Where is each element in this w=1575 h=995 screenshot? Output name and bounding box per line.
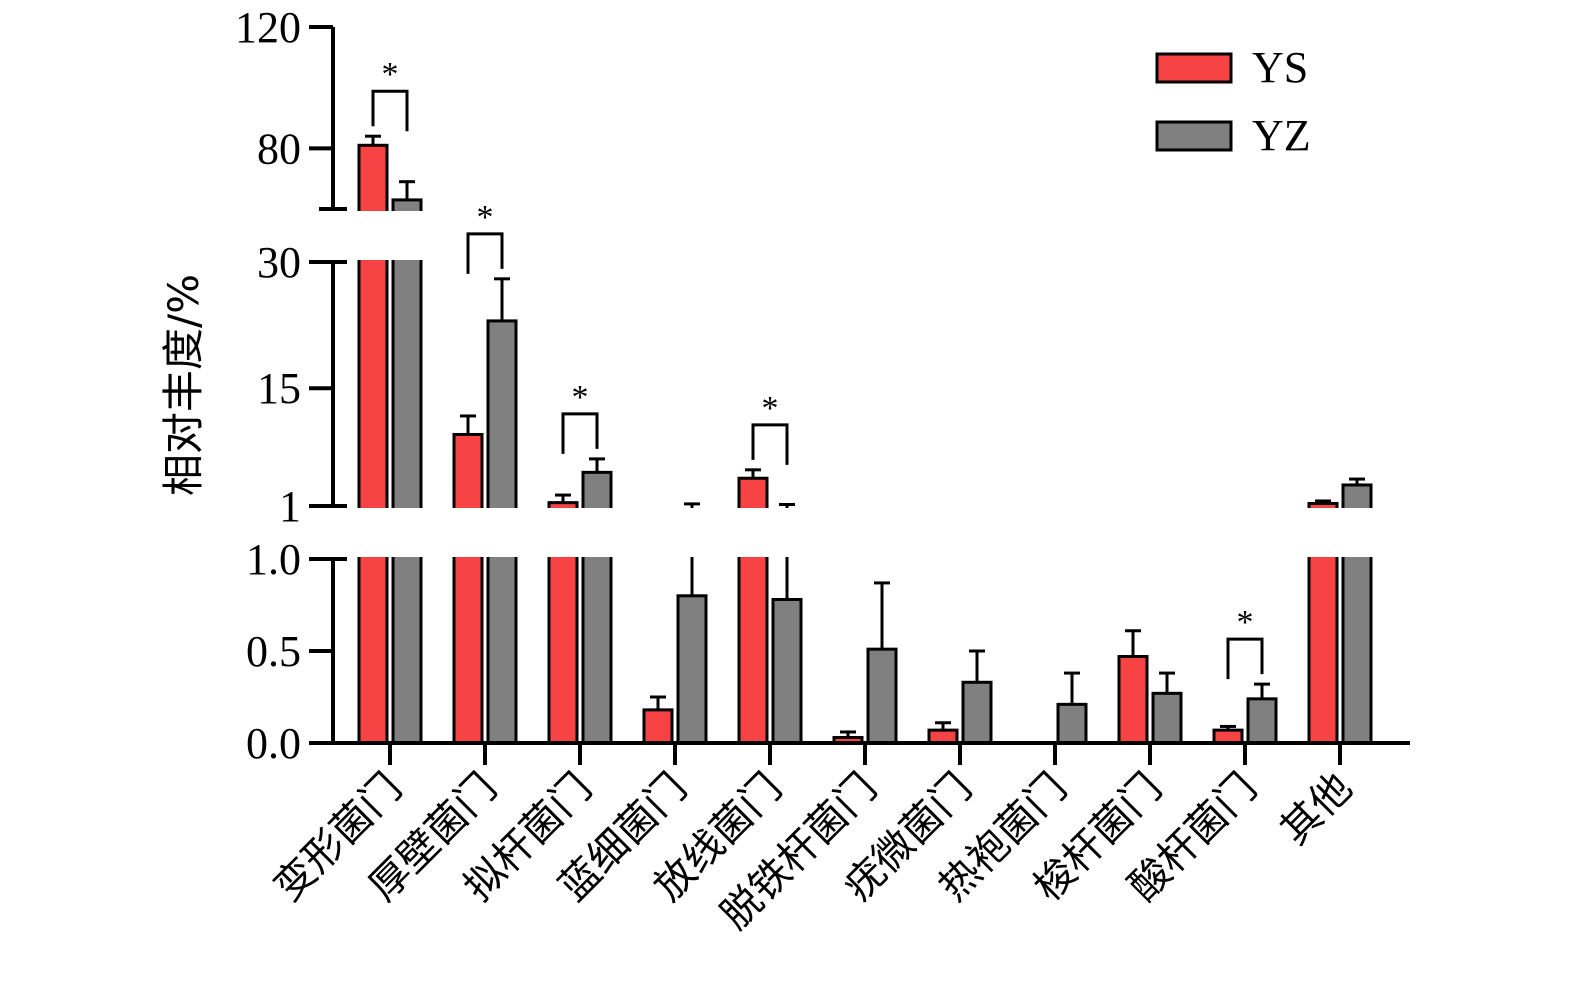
y-tick-label: 15 xyxy=(257,364,301,413)
significance-bracket xyxy=(561,412,599,454)
y-tick-label: 0.0 xyxy=(246,719,301,768)
bar xyxy=(1246,697,1278,745)
significance-markers: * * * * * xyxy=(371,56,1264,680)
significance-bracket xyxy=(466,232,504,274)
bar xyxy=(452,432,484,745)
legend: YS YZ xyxy=(1155,43,1311,160)
significance-star: * xyxy=(1237,604,1254,641)
y-tick-label: 30 xyxy=(257,238,301,287)
bar xyxy=(391,198,423,745)
bar xyxy=(642,708,674,745)
bar xyxy=(676,594,708,745)
x-axis-labels: 变形菌门厚壁菌门拟杆菌门蓝细菌门放线菌门脱铁杆菌门疣微菌门热袍菌门梭杆菌门酸杆菌… xyxy=(265,765,1361,939)
bar xyxy=(866,647,898,745)
bar xyxy=(961,680,993,745)
bar xyxy=(1056,702,1088,745)
bar xyxy=(771,597,803,745)
significance-star: * xyxy=(382,56,399,93)
bar xyxy=(1151,691,1183,745)
significance-bracket xyxy=(1226,637,1264,680)
significance-bracket xyxy=(371,89,409,132)
legend-label: YS xyxy=(1252,43,1308,92)
y-tick-label: 1 xyxy=(279,482,301,531)
significance-star: * xyxy=(572,379,589,416)
axis-break-gap xyxy=(336,508,1436,557)
x-tick-label: 其他 xyxy=(1272,765,1361,854)
bars-layer xyxy=(336,134,1436,745)
y-tick-label: 120 xyxy=(235,3,301,52)
significance-star: * xyxy=(762,390,779,427)
y-tick-label: 0.5 xyxy=(246,627,301,676)
significance-star: * xyxy=(477,199,494,236)
y-tick-label: 80 xyxy=(257,124,301,173)
legend-swatch xyxy=(1155,120,1233,152)
axis-break-gap xyxy=(336,211,1436,260)
legend-label: YZ xyxy=(1252,111,1311,160)
legend-swatch xyxy=(1155,52,1233,84)
y-tick-label: 1.0 xyxy=(246,535,301,584)
bar xyxy=(1117,655,1149,745)
y-axis: 1 15 30 0.0 0.5 1.0 80 120 xyxy=(235,3,1410,768)
y-axis-label: 相对丰度/% xyxy=(159,274,208,496)
significance-bracket xyxy=(751,423,789,465)
